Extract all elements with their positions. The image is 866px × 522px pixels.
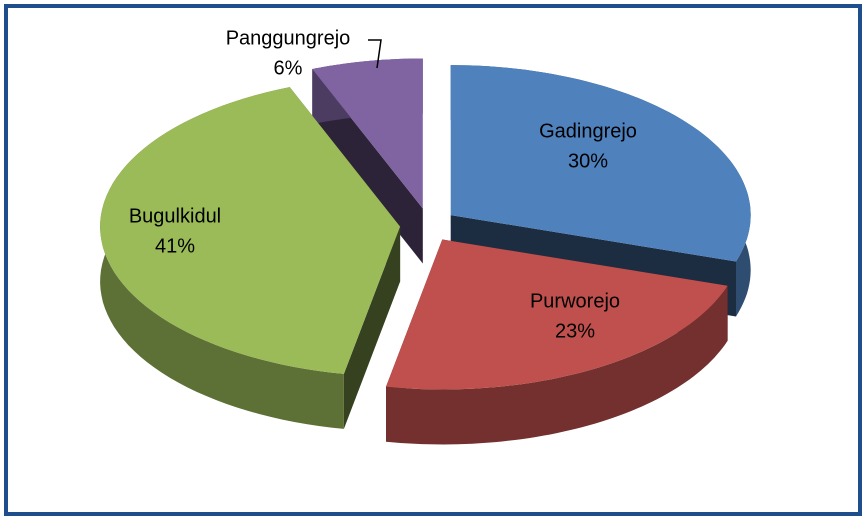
slice-outer-side [386, 285, 728, 445]
slice-label: Panggungrejo [226, 27, 351, 49]
slice [386, 239, 728, 445]
slice-top [450, 65, 751, 262]
pie [100, 58, 751, 445]
slice-top [386, 239, 728, 390]
slice-value-label: 6% [274, 57, 303, 79]
slice-label: Gadingrejo [539, 120, 637, 142]
slice-top [100, 87, 401, 374]
slice-label: Bugulkidul [129, 205, 221, 227]
slice-radial-side [343, 226, 401, 429]
slice-label: Purworejo [530, 290, 620, 312]
slice-value-label: 23% [555, 320, 595, 342]
slice-value-label: 41% [155, 235, 195, 257]
leader-line [368, 39, 382, 69]
slice [100, 87, 401, 429]
labels: Gadingrejo 30% Purworejo 23% Bugulkidul 41% Pa… [129, 27, 637, 342]
slice [312, 58, 423, 264]
slice-top [312, 58, 423, 209]
slice-value-label: 30% [568, 150, 608, 172]
